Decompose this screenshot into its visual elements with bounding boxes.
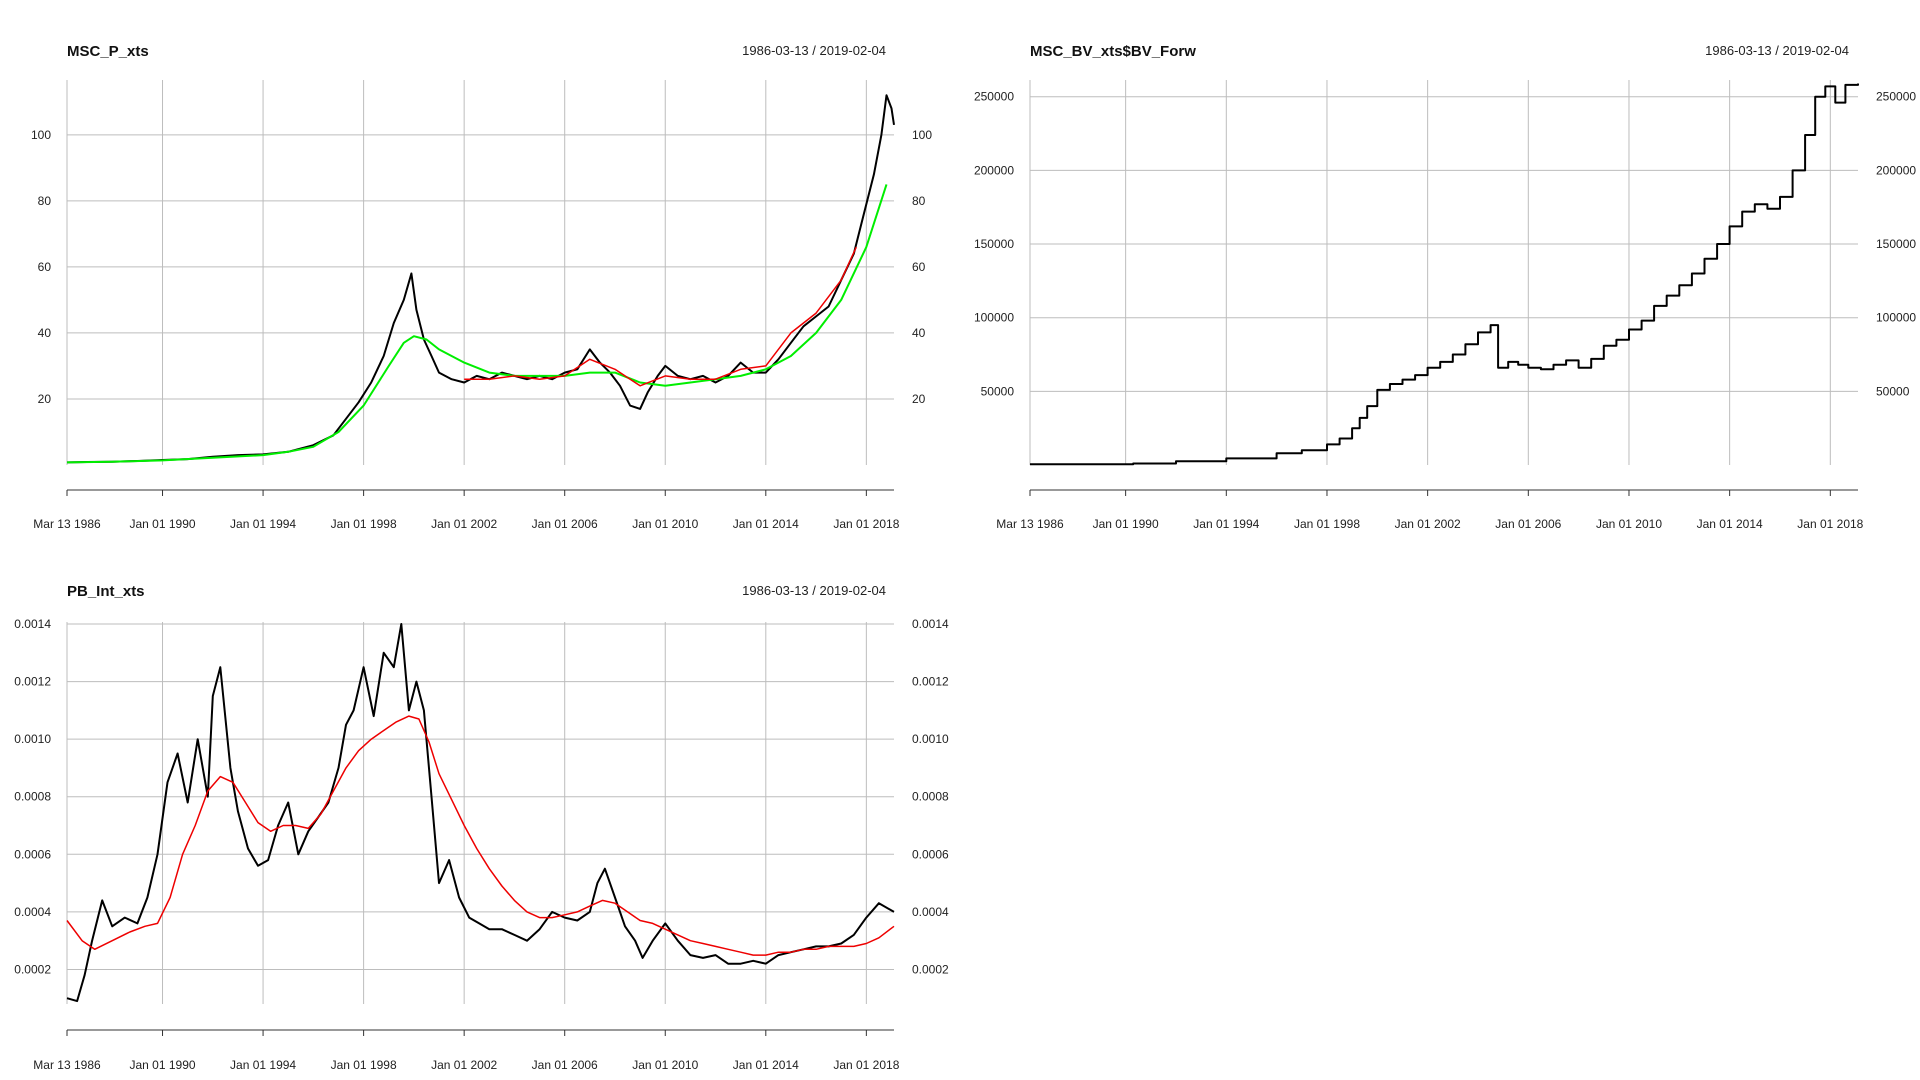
x-tick-label: Jan 01 2010: [632, 1058, 698, 1072]
y-tick-label-left: 0.0014: [14, 617, 51, 631]
y-tick-label-left: 50000: [981, 384, 1015, 398]
x-tick-label: Jan 01 2018: [1797, 517, 1863, 531]
y-tick-label-left: 40: [38, 326, 52, 340]
x-tick-label: Mar 13 1986: [33, 517, 101, 531]
x-tick-label: Jan 01 1990: [1093, 517, 1159, 531]
y-tick-label-left: 0.0006: [14, 847, 51, 861]
y-tick-label-right: 60: [912, 260, 926, 274]
x-tick-label: Jan 01 2002: [431, 1058, 497, 1072]
x-tick-label: Jan 01 2010: [1596, 517, 1662, 531]
y-tick-label-right: 20: [912, 392, 926, 406]
x-tick-label: Jan 01 1994: [230, 1058, 296, 1072]
x-tick-label: Jan 01 2018: [833, 1058, 899, 1072]
x-tick-label: Mar 13 1986: [33, 1058, 101, 1072]
x-tick-label: Jan 01 2002: [1395, 517, 1461, 531]
x-tick-label: Jan 01 2002: [431, 517, 497, 531]
y-tick-label-left: 100: [31, 128, 51, 142]
date-range-label: 1986-03-13 / 2019-02-04: [742, 43, 886, 58]
y-tick-label-left: 0.0004: [14, 905, 51, 919]
y-tick-label-right: 0.0002: [912, 962, 949, 976]
series-line-1: [66, 715, 895, 956]
y-tick-label-right: 40: [912, 326, 926, 340]
y-tick-label-left: 150000: [974, 237, 1014, 251]
x-tick-label: Jan 01 2006: [532, 517, 598, 531]
y-tick-label-left: 100000: [974, 311, 1014, 325]
chart-title: MSC_P_xts: [67, 43, 149, 60]
y-tick-label-right: 0.0012: [912, 675, 949, 689]
series-line-2: [464, 246, 857, 387]
x-tick-label: Jan 01 1998: [331, 1058, 397, 1072]
x-tick-label: Mar 13 1986: [996, 517, 1064, 531]
x-tick-label: Jan 01 1990: [129, 517, 195, 531]
y-tick-label-right: 80: [912, 194, 926, 208]
chart-panel-pb-int: PB_Int_xts 1986-03-13 / 2019-02-04 Mar 13 …: [14, 583, 949, 1072]
x-tick-label: Jan 01 1994: [1193, 517, 1259, 531]
y-tick-label-left: 60: [38, 260, 52, 274]
x-tick-label: Jan 01 2014: [733, 517, 799, 531]
y-tick-label-right: 250000: [1876, 90, 1916, 104]
series-line-0: [66, 94, 895, 464]
chart-panel-msc-bv: MSC_BV_xts$BV_Forw 1986-03-13 / 2019-02-0…: [974, 43, 1916, 531]
y-tick-label-left: 200000: [974, 163, 1014, 177]
y-tick-label-right: 100: [912, 128, 932, 142]
y-tick-label-right: 200000: [1876, 163, 1916, 177]
date-range-label: 1986-03-13 / 2019-02-04: [742, 583, 886, 598]
x-tick-label: Jan 01 2014: [1697, 517, 1763, 531]
series-line-1: [66, 184, 888, 464]
x-tick-label: Jan 01 1994: [230, 517, 296, 531]
y-tick-label-left: 0.0012: [14, 675, 51, 689]
x-tick-label: Jan 01 1990: [129, 1058, 195, 1072]
chart-title: MSC_BV_xts$BV_Forw: [1030, 43, 1196, 60]
series-line-0: [66, 623, 895, 1003]
x-tick-label: Jan 01 2010: [632, 517, 698, 531]
y-tick-label-left: 250000: [974, 90, 1014, 104]
y-tick-label-right: 0.0004: [912, 905, 949, 919]
date-range-label: 1986-03-13 / 2019-02-04: [1705, 43, 1849, 58]
x-tick-label: Jan 01 1998: [331, 517, 397, 531]
y-tick-label-left: 0.0010: [14, 732, 51, 746]
series-line-0: [1030, 83, 1859, 466]
y-tick-label-right: 0.0010: [912, 732, 949, 746]
chart-title: PB_Int_xts: [67, 583, 145, 600]
y-tick-label-left: 0.0002: [14, 962, 51, 976]
y-tick-label-right: 100000: [1876, 311, 1916, 325]
x-tick-label: Jan 01 1998: [1294, 517, 1360, 531]
x-tick-label: Jan 01 2018: [833, 517, 899, 531]
y-tick-label-left: 20: [38, 392, 52, 406]
y-tick-label-right: 50000: [1876, 384, 1910, 398]
x-tick-label: Jan 01 2006: [532, 1058, 598, 1072]
chart-panel-msc-p: MSC_P_xts 1986-03-13 / 2019-02-04 Mar 13 1…: [31, 43, 932, 531]
y-tick-label-right: 0.0006: [912, 847, 949, 861]
y-tick-label-left: 80: [38, 194, 52, 208]
y-tick-label-right: 0.0014: [912, 617, 949, 631]
x-tick-label: Jan 01 2006: [1495, 517, 1561, 531]
y-tick-label-right: 0.0008: [912, 790, 949, 804]
y-tick-label-left: 0.0008: [14, 790, 51, 804]
y-tick-label-right: 150000: [1876, 237, 1916, 251]
x-tick-label: Jan 01 2014: [733, 1058, 799, 1072]
